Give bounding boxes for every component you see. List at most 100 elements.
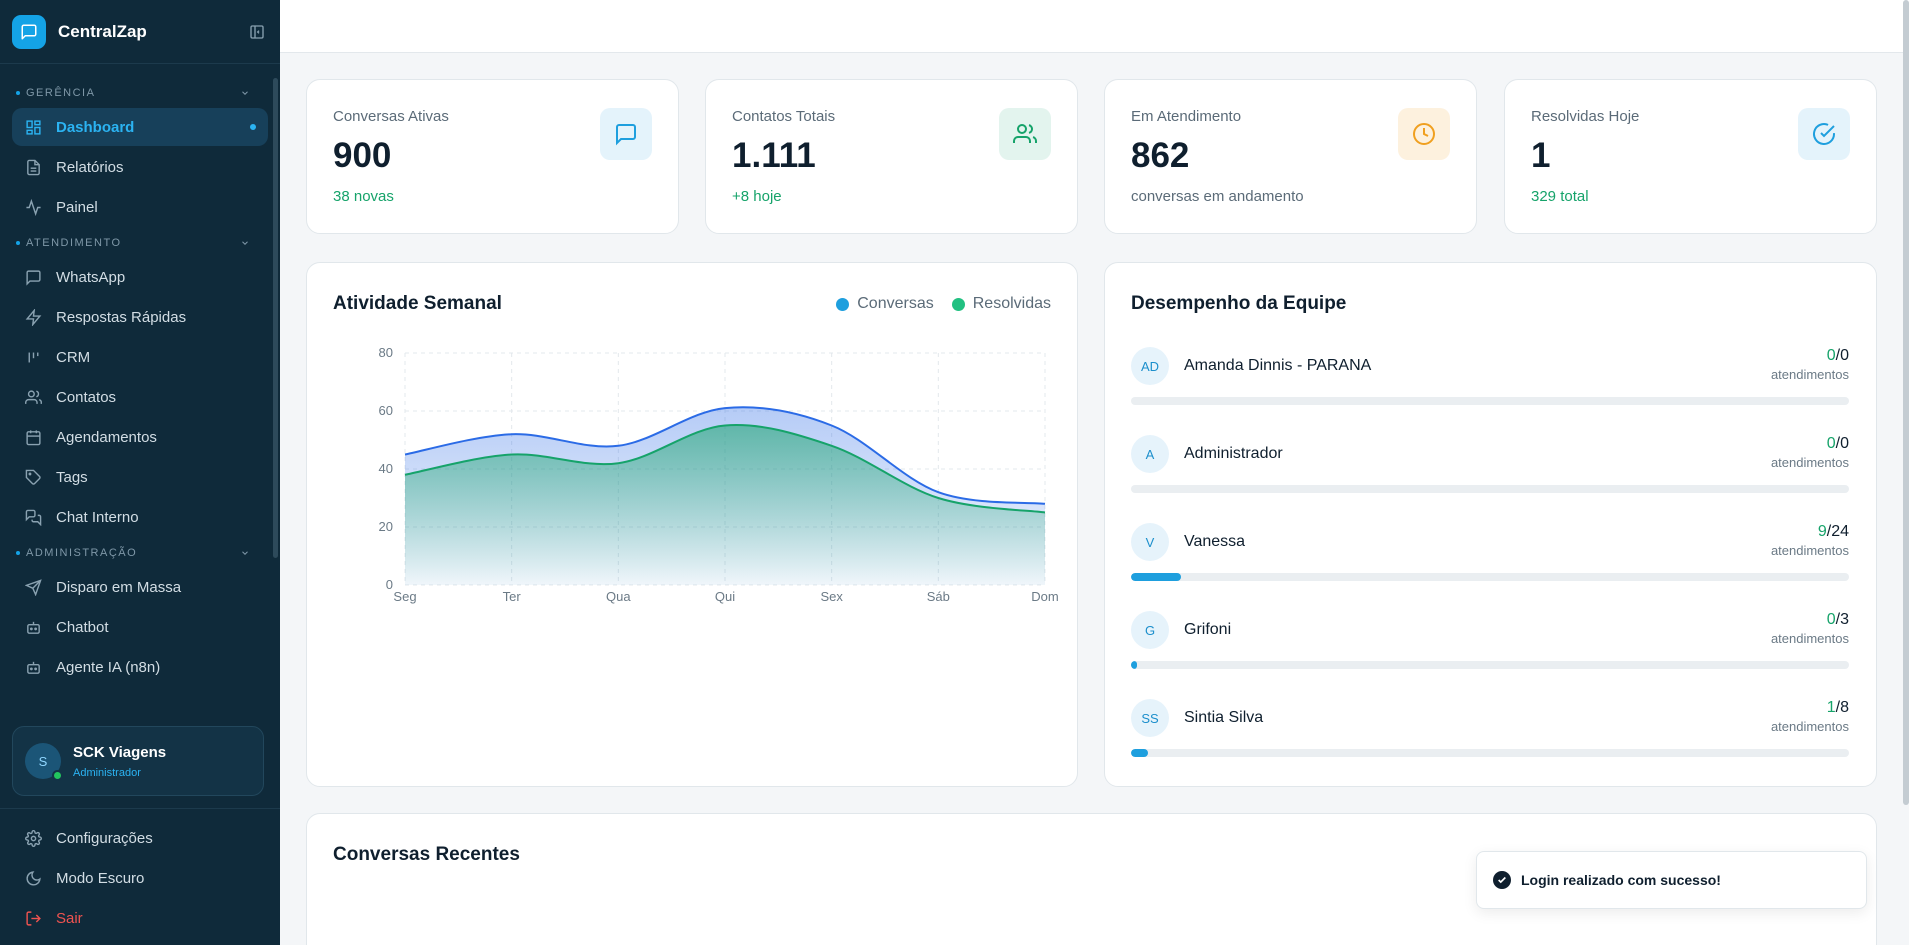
member-score: 9/24 [1817,523,1849,540]
brand-name: CentralZap [58,21,147,41]
tag-icon [24,468,42,486]
team-performance-card: Desempenho da Equipe AD Amanda Dinnis - … [1104,262,1877,787]
sidebar-item-chat-interno[interactable]: Chat Interno [12,498,268,536]
member-unit: atendimentos [1770,631,1849,646]
x-tick-label: Ter [503,589,522,604]
sidebar-item-modo-escuro[interactable]: Modo Escuro [12,859,268,897]
sidebar-item-label: CRM [56,348,91,366]
top-bar [280,0,1909,53]
stat-value: 1.111 [732,136,816,175]
sidebar-header: CentralZap [0,0,280,64]
legend-item-resolvidas[interactable]: Resolvidas [951,295,1051,313]
calendar-icon [24,428,42,446]
sidebar-item-configuracoes[interactable]: Configurações [12,819,268,857]
sidebar-item-label: Agendamentos [56,428,157,446]
file-text-icon [24,158,42,176]
section-administracao[interactable]: ADMINISTRAÇÃO [0,540,280,566]
x-tick-label: Qui [715,589,735,604]
toast-notification[interactable]: Login realizado com sucesso! [1476,851,1867,909]
y-tick-label: 60 [379,403,393,418]
sidebar-item-label: Relatórios [56,158,124,176]
sidebar-item-label: Disparo em Massa [56,578,182,596]
users-icon [24,388,42,406]
stat-value: 1 [1531,136,1551,175]
team-member-row: SS Sintia Silva 1/8 atendimentos [1131,699,1849,769]
active-indicator [250,124,256,130]
x-tick-label: Qua [606,589,631,604]
toast-message: Login realizado com sucesso! [1521,872,1721,888]
member-score: 0/0 [1826,347,1849,364]
sidebar-item-crm[interactable]: CRM [12,338,268,376]
avatar: V [1131,523,1169,561]
team-member-row: AD Amanda Dinnis - PARANA 0/0 atendiment… [1131,347,1849,417]
message-icon [24,268,42,286]
team-member-row: A Administrador 0/0 atendimentos [1131,435,1849,505]
chevron-down-icon [242,551,248,555]
users-icon [999,108,1051,160]
avatar: S [25,743,63,781]
sidebar-item-label: Contatos [56,388,117,406]
sidebar-item-label: Dashboard [56,118,135,136]
sidebar-item-relatorios[interactable]: Relatórios [12,148,268,186]
sidebar-item-label: Sair [56,909,83,927]
avatar: G [1131,611,1169,649]
logo-icon[interactable] [12,14,46,49]
sidebar-item-label: Painel [56,198,98,216]
series-area-1 [405,425,1045,585]
team-member-row: V Vanessa 9/24 atendimentos [1131,523,1849,593]
section-atendimento[interactable]: ATENDIMENTO [0,230,280,256]
sidebar-item-label: Tags [56,468,88,486]
avatar: SS [1131,699,1169,737]
moon-icon [24,869,42,887]
member-unit: atendimentos [1770,719,1849,734]
check-circle-icon [1798,108,1850,160]
legend-item-conversas[interactable]: Conversas [836,295,934,313]
sidebar-item-dashboard[interactable]: Dashboard [12,108,268,146]
kanban-icon [24,348,42,366]
activity-icon [24,198,42,216]
member-progress-bar [1131,661,1849,669]
sidebar-footer: Configurações Modo Escuro Sair [0,808,280,939]
sidebar-item-label: WhatsApp [56,268,126,286]
sidebar-item-chatbot[interactable]: Chatbot [12,608,268,646]
check-circle-icon [1493,871,1511,889]
zap-icon [24,308,42,326]
sidebar-item-disparo-em-massa[interactable]: Disparo em Massa [12,568,268,606]
member-progress-bar [1131,485,1849,493]
sidebar-item-painel[interactable]: Painel [12,188,268,226]
x-tick-label: Seg [393,589,416,604]
member-name: Administrador [1184,445,1283,462]
user-card[interactable]: S SCK Viagens Administrador [12,726,264,796]
sidebar-item-whatsapp[interactable]: WhatsApp [12,258,268,296]
message-icon [600,108,652,160]
stat-label: Resolvidas Hoje [1531,108,1640,125]
sidebar-collapse-icon[interactable] [246,21,268,43]
user-name: SCK Viagens [73,743,167,761]
stat-value: 862 [1131,136,1190,175]
avatar: AD [1131,347,1169,385]
sidebar-item-contatos[interactable]: Contatos [12,378,268,416]
team-title: Desempenho da Equipe [1131,293,1347,314]
main-scrollbar[interactable] [1903,0,1909,805]
member-name: Amanda Dinnis - PARANA [1184,357,1372,374]
member-score: 0/0 [1826,435,1849,452]
section-gerencia[interactable]: GERÊNCIA [0,80,280,106]
y-tick-label: 40 [379,461,393,476]
sidebar-item-tags[interactable]: Tags [12,458,268,496]
stat-sub: conversas em andamento [1131,188,1304,205]
member-score: 0/3 [1826,611,1849,628]
sidebar-item-agendamentos[interactable]: Agendamentos [12,418,268,456]
sidebar-item-agente-ia[interactable]: Agente IA (n8n) [12,648,268,686]
sidebar-scrollbar[interactable] [273,78,278,558]
sidebar-item-sair[interactable]: Sair [12,899,268,937]
series-line-1 [404,424,1046,514]
dashboard-icon [24,118,42,136]
sidebar-item-respostas-rapidas[interactable]: Respostas Rápidas [12,298,268,336]
member-name: Sintia Silva [1184,709,1264,726]
chevron-down-icon [242,241,248,245]
x-tick-label: Sex [820,589,843,604]
series-line-0 [404,406,1046,505]
stat-card-em-atendimento: Em Atendimento 862 conversas em andament… [1104,79,1477,234]
sidebar-item-label: Chat Interno [56,508,139,526]
team-member-row: G Grifoni 0/3 atendimentos [1131,611,1849,681]
